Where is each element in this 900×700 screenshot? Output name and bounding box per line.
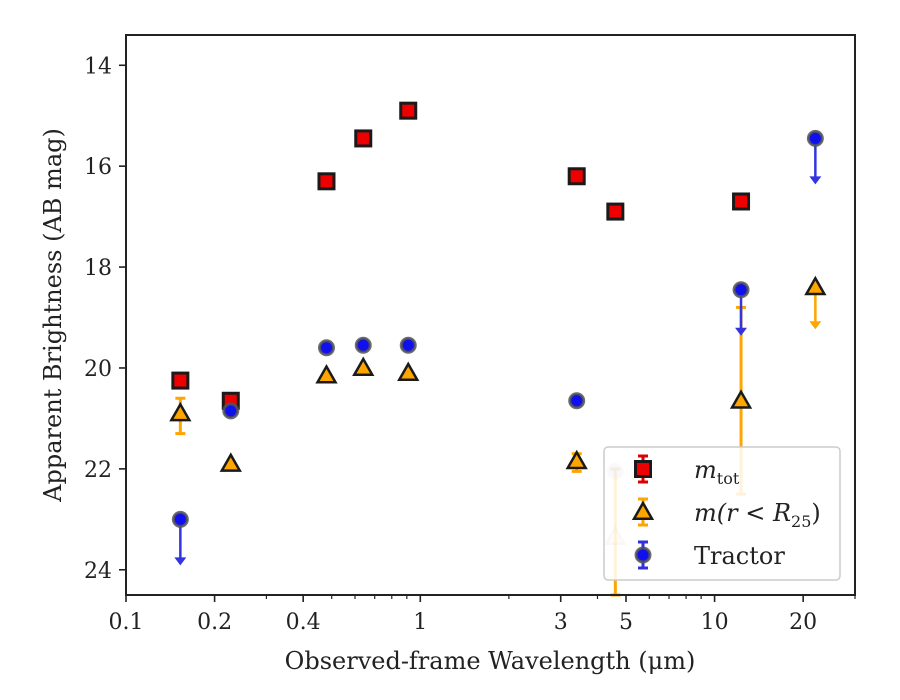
legend: mtot m(r < R25) Tractor bbox=[603, 446, 841, 581]
y-tick-label: 24 bbox=[84, 559, 112, 584]
series-circle bbox=[171, 129, 824, 566]
legend-box bbox=[603, 446, 841, 581]
x-tick-label: 0.1 bbox=[109, 610, 144, 635]
x-tick-label: 1 bbox=[413, 610, 427, 635]
data-point-circle bbox=[354, 336, 372, 354]
x-tick-label: 3 bbox=[554, 610, 568, 635]
data-point-triangle bbox=[804, 275, 827, 296]
x-tick-label: 20 bbox=[789, 610, 817, 635]
upper-limit-arrow-head bbox=[174, 557, 187, 566]
upper-limit-arrow-head bbox=[735, 327, 748, 336]
data-point-square bbox=[399, 101, 418, 120]
data-point-triangle bbox=[169, 401, 192, 422]
data-marks bbox=[169, 101, 827, 597]
y-tick-label: 22 bbox=[84, 458, 112, 483]
legend-label-subscript: tot bbox=[717, 469, 740, 488]
y-tick-label: 18 bbox=[84, 256, 112, 281]
data-point-triangle bbox=[315, 364, 338, 384]
data-point-square bbox=[567, 167, 586, 186]
legend-label: Tractor bbox=[694, 542, 785, 570]
data-point-square bbox=[171, 371, 190, 390]
data-point-triangle bbox=[397, 361, 420, 382]
data-point-square bbox=[606, 202, 625, 221]
data-point-square bbox=[354, 129, 373, 148]
data-point-triangle bbox=[565, 449, 588, 470]
y-tick-label: 14 bbox=[84, 54, 112, 79]
legend-label-subscript: 25 bbox=[791, 512, 811, 531]
legend-marker-square bbox=[634, 460, 652, 478]
legend-marker-circle bbox=[634, 546, 652, 564]
data-point-circle bbox=[222, 402, 240, 420]
legend-label-base: m(r < R bbox=[694, 499, 791, 527]
legend-label-suffix: ) bbox=[811, 499, 820, 527]
data-point-circle bbox=[732, 281, 750, 299]
data-point-circle bbox=[171, 510, 189, 528]
x-axis-label: Observed-frame Wavelength (μm) bbox=[285, 647, 696, 675]
axis-ticks: 0.1 0.2 0.4 1 3 5 10 20 14 16 18 20 22 24 bbox=[84, 54, 856, 635]
data-point-square bbox=[317, 172, 336, 191]
y-tick-label: 20 bbox=[84, 357, 112, 382]
x-tick-label: 0.2 bbox=[197, 610, 232, 635]
x-tick-label: 0.4 bbox=[286, 610, 321, 635]
legend-label-base: m bbox=[694, 456, 717, 484]
data-point-triangle bbox=[219, 452, 242, 472]
x-tick-label: 5 bbox=[619, 610, 633, 635]
x-tick-label: 10 bbox=[701, 610, 729, 635]
data-point-triangle bbox=[352, 356, 375, 376]
data-point-circle bbox=[568, 392, 586, 410]
upper-limit-arrow-head bbox=[809, 321, 822, 330]
legend-label: mtot bbox=[694, 456, 740, 488]
data-point-circle bbox=[317, 339, 335, 357]
data-point-circle bbox=[806, 129, 824, 147]
legend-marker-triangle bbox=[631, 500, 655, 520]
data-point-circle bbox=[399, 336, 417, 354]
y-tick-label: 16 bbox=[84, 155, 112, 180]
plot-frame bbox=[125, 34, 856, 596]
y-axis-label: Apparent Brightness (AB mag) bbox=[39, 128, 67, 503]
data-point-square bbox=[732, 192, 751, 211]
upper-limit-arrow-head bbox=[809, 176, 822, 185]
data-point-triangle bbox=[729, 389, 753, 409]
legend-label: m(r < R25) bbox=[694, 499, 821, 531]
